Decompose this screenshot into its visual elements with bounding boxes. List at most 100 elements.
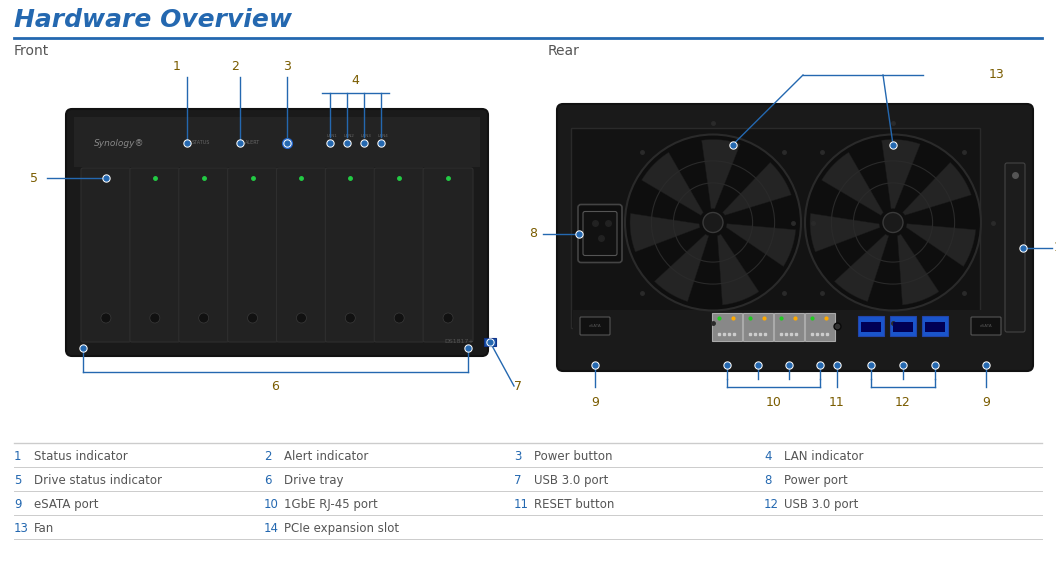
FancyBboxPatch shape [805, 313, 835, 341]
FancyBboxPatch shape [277, 168, 326, 342]
Circle shape [394, 313, 404, 323]
Circle shape [703, 213, 723, 233]
Text: 9: 9 [982, 397, 989, 409]
FancyBboxPatch shape [712, 313, 742, 341]
Text: Drive status indicator: Drive status indicator [34, 474, 162, 487]
Text: Alert indicator: Alert indicator [284, 450, 369, 463]
Polygon shape [882, 140, 920, 209]
Text: Synology®: Synology® [94, 139, 145, 148]
Text: 9: 9 [14, 498, 21, 511]
FancyBboxPatch shape [65, 109, 488, 356]
Text: Drive tray: Drive tray [284, 474, 343, 487]
Polygon shape [834, 234, 889, 302]
Circle shape [247, 313, 258, 323]
Polygon shape [722, 162, 791, 215]
Text: 1: 1 [14, 450, 21, 463]
Text: USB 3.0 port: USB 3.0 port [784, 498, 859, 511]
Polygon shape [822, 152, 883, 215]
Text: 11: 11 [829, 397, 845, 409]
Text: 4: 4 [352, 74, 359, 87]
FancyBboxPatch shape [743, 313, 773, 341]
Bar [571, 128, 980, 328]
Circle shape [101, 313, 111, 323]
FancyBboxPatch shape [130, 168, 180, 342]
FancyBboxPatch shape [583, 211, 617, 255]
Bar [861, 322, 881, 332]
Bar [925, 322, 945, 332]
Text: Front: Front [14, 44, 50, 58]
Bar [922, 316, 948, 336]
FancyBboxPatch shape [578, 205, 622, 263]
Circle shape [199, 313, 209, 323]
Text: 6: 6 [271, 380, 280, 393]
Text: ALERT: ALERT [245, 140, 260, 145]
Bar [857, 316, 884, 336]
Text: LAN4: LAN4 [378, 134, 389, 138]
Text: 1: 1 [173, 60, 181, 74]
Polygon shape [630, 213, 700, 252]
Text: 13: 13 [14, 522, 29, 535]
Text: LAN indicator: LAN indicator [784, 450, 864, 463]
Text: LAN3: LAN3 [361, 134, 372, 138]
Text: 7: 7 [514, 380, 522, 393]
FancyBboxPatch shape [774, 313, 804, 341]
Circle shape [444, 313, 453, 323]
Bar [893, 322, 913, 332]
Text: 7: 7 [514, 474, 522, 487]
Text: 1GbE RJ-45 port: 1GbE RJ-45 port [284, 498, 378, 511]
FancyBboxPatch shape [325, 168, 375, 342]
Text: 3: 3 [514, 450, 522, 463]
FancyBboxPatch shape [580, 317, 610, 335]
Text: 2: 2 [264, 450, 271, 463]
Text: LAN2: LAN2 [344, 134, 355, 138]
Text: 14: 14 [1054, 241, 1056, 254]
Text: 5: 5 [30, 172, 38, 185]
Text: 4: 4 [763, 450, 772, 463]
Text: 2: 2 [231, 60, 239, 74]
Text: Hardware Overview: Hardware Overview [14, 8, 293, 32]
FancyBboxPatch shape [178, 168, 229, 342]
FancyBboxPatch shape [1005, 163, 1025, 332]
Polygon shape [717, 234, 759, 305]
FancyBboxPatch shape [972, 317, 1001, 335]
Circle shape [345, 313, 355, 323]
Text: 9: 9 [591, 397, 599, 409]
Text: 10: 10 [766, 397, 781, 409]
Text: Status indicator: Status indicator [34, 450, 128, 463]
Bar [890, 316, 916, 336]
Circle shape [297, 313, 306, 323]
Bar [484, 338, 496, 346]
Polygon shape [642, 152, 703, 215]
Text: PCIe expansion slot: PCIe expansion slot [284, 522, 399, 535]
Polygon shape [903, 162, 972, 215]
Text: DS1817+: DS1817+ [445, 339, 474, 344]
Text: eSATA: eSATA [588, 324, 601, 328]
Polygon shape [701, 140, 740, 209]
Bar [573, 310, 1012, 348]
FancyBboxPatch shape [374, 168, 425, 342]
FancyBboxPatch shape [423, 168, 473, 342]
Polygon shape [655, 234, 709, 302]
Text: Fan: Fan [34, 522, 54, 535]
Text: Power button: Power button [534, 450, 612, 463]
Polygon shape [727, 223, 795, 267]
Text: STATUS: STATUS [192, 140, 210, 145]
Text: Rear: Rear [548, 44, 580, 58]
Polygon shape [810, 213, 880, 252]
Polygon shape [906, 223, 976, 267]
Text: 6: 6 [264, 474, 271, 487]
Circle shape [625, 135, 802, 311]
Text: LAN1: LAN1 [327, 134, 338, 138]
Text: 8: 8 [763, 474, 771, 487]
Text: eSATA: eSATA [980, 324, 993, 328]
Text: 14: 14 [264, 522, 279, 535]
FancyBboxPatch shape [557, 104, 1033, 371]
Text: 5: 5 [14, 474, 21, 487]
Text: RESET button: RESET button [534, 498, 615, 511]
Text: 8: 8 [529, 227, 538, 240]
FancyBboxPatch shape [81, 168, 131, 342]
Text: 12: 12 [763, 498, 779, 511]
Bar [74, 117, 480, 167]
Circle shape [883, 213, 903, 233]
Circle shape [805, 135, 981, 311]
